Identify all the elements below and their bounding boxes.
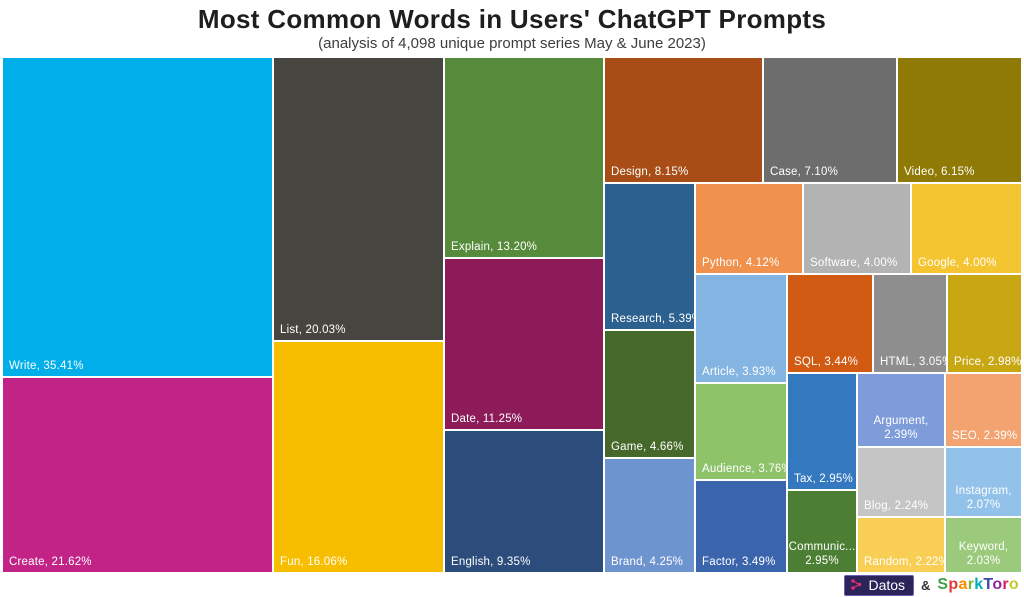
treemap-cell-list: List, 20.03%: [273, 57, 444, 341]
treemap-cell-audience: Audience, 3.76%: [695, 383, 792, 480]
treemap-cell-explain: Explain, 13.20%: [444, 57, 604, 258]
chart-header: Most Common Words in Users' ChatGPT Prom…: [0, 0, 1024, 53]
treemap-cell-research: Research, 5.39%: [604, 183, 702, 330]
sparktoro-letter: o: [1008, 576, 1019, 593]
footer-logos: Datos & SparkToro: [844, 574, 1019, 596]
datos-network-icon: [850, 578, 863, 591]
datos-logo: Datos: [844, 574, 915, 596]
treemap-cell-random: Random, 2.22%: [857, 517, 949, 573]
treemap-cell-keyword: Keyword, 2.03%: [945, 517, 1022, 573]
sparktoro-letter: o: [992, 576, 1003, 593]
treemap-cell-label: Audience, 3.76%: [702, 463, 792, 475]
treemap-cell-blog: Blog, 2.24%: [857, 447, 945, 517]
treemap-cell-label: HTML, 3.05%: [880, 356, 953, 368]
treemap-cell-label: Keyword, 2.03%: [958, 541, 1009, 567]
treemap: Write, 35.41% Create, 21.62% List, 20.03% F…: [2, 57, 1022, 573]
treemap-cell-label: Fun, 16.06%: [280, 556, 348, 568]
treemap-cell-english: English, 9.35%: [444, 430, 604, 573]
treemap-cell-communic: Communic... 2.95%: [787, 490, 857, 573]
treemap-cell-label: Price, 2.98%: [954, 356, 1022, 368]
treemap-cell-tax: Tax, 2.95%: [787, 373, 857, 490]
treemap-cell-factor: Factor, 3.49%: [695, 480, 787, 573]
treemap-cell-label: Python, 4.12%: [702, 257, 780, 269]
treemap-cell-fun: Fun, 16.06%: [273, 341, 444, 573]
treemap-cell-label: Case, 7.10%: [770, 166, 839, 178]
treemap-cell-label: Factor, 3.49%: [702, 556, 776, 568]
treemap-cell-html: HTML, 3.05%: [873, 274, 952, 373]
treemap-cell-label: Date, 11.25%: [451, 413, 523, 425]
treemap-cell-label: Random, 2.22%: [864, 556, 950, 568]
treemap-cell-label: Argument, 2.39%: [873, 415, 929, 441]
treemap-cell-case: Case, 7.10%: [763, 57, 897, 183]
treemap-cell-instagram: Instagram, 2.07%: [945, 447, 1022, 517]
treemap-cell-brand: Brand, 4.25%: [604, 458, 695, 573]
sparktoro-letter: p: [948, 576, 959, 593]
treemap-cell-python: Python, 4.12%: [695, 183, 803, 274]
treemap-cell-label: Blog, 2.24%: [864, 500, 929, 512]
treemap-cell-software: Software, 4.00%: [803, 183, 911, 274]
treemap-cell-label: Google, 4.00%: [918, 257, 997, 269]
treemap-cell-label: Create, 21.62%: [9, 556, 92, 568]
sparktoro-letter: S: [937, 576, 949, 593]
treemap-cell-create: Create, 21.62%: [2, 377, 273, 573]
chart-subtitle: (analysis of 4,098 unique prompt series …: [318, 35, 706, 52]
treemap-cell-label: Software, 4.00%: [810, 257, 898, 269]
treemap-cell-label: SQL, 3.44%: [794, 356, 859, 368]
treemap-cell-label: Instagram, 2.07%: [955, 485, 1012, 511]
treemap-cell-label: Communic... 2.95%: [788, 541, 856, 567]
treemap-cell-game: Game, 4.66%: [604, 330, 695, 458]
sparktoro-letter: r: [1002, 576, 1009, 593]
treemap-cell-label: Article, 3.93%: [702, 366, 776, 378]
treemap-cell-label: Video, 6.15%: [904, 166, 975, 178]
treemap-cell-sql: SQL, 3.44%: [787, 274, 873, 373]
sparktoro-logo-text: SparkToro: [937, 576, 1019, 594]
treemap-cell-price: Price, 2.98%: [947, 274, 1022, 373]
treemap-cell-argument: Argument, 2.39%: [857, 373, 945, 447]
chart-title: Most Common Words in Users' ChatGPT Prom…: [197, 4, 827, 34]
treemap-cell-label: Tax, 2.95%: [794, 473, 853, 485]
ampersand-text: &: [921, 577, 931, 593]
treemap-cell-label: Design, 8.15%: [611, 166, 689, 178]
treemap-cell-label: SEO, 2.39%: [952, 430, 1018, 442]
datos-logo-text: Datos: [868, 576, 906, 593]
treemap-cell-design: Design, 8.15%: [604, 57, 763, 183]
treemap-cell-label: Research, 5.39%: [611, 313, 703, 325]
treemap-cell-article: Article, 3.93%: [695, 274, 787, 383]
sparktoro-letter: r: [967, 576, 975, 593]
treemap-cell-date: Date, 11.25%: [444, 258, 604, 430]
treemap-cell-label: English, 9.35%: [451, 556, 531, 568]
sparktoro-letter: T: [983, 576, 993, 593]
treemap-cell-label: Game, 4.66%: [611, 441, 684, 453]
treemap-cell-label: Write, 35.41%: [9, 360, 84, 372]
treemap-cell-write: Write, 35.41%: [2, 57, 273, 377]
treemap-cell-google: Google, 4.00%: [911, 183, 1022, 274]
sparktoro-letter: k: [974, 576, 984, 593]
sparktoro-letter: a: [958, 576, 968, 593]
treemap-cell-label: Explain, 13.20%: [451, 241, 538, 253]
treemap-cell-label: Brand, 4.25%: [611, 556, 684, 568]
treemap-cell-label: List, 20.03%: [280, 324, 346, 336]
treemap-cell-video: Video, 6.15%: [897, 57, 1022, 183]
treemap-cell-seo: SEO, 2.39%: [945, 373, 1022, 447]
